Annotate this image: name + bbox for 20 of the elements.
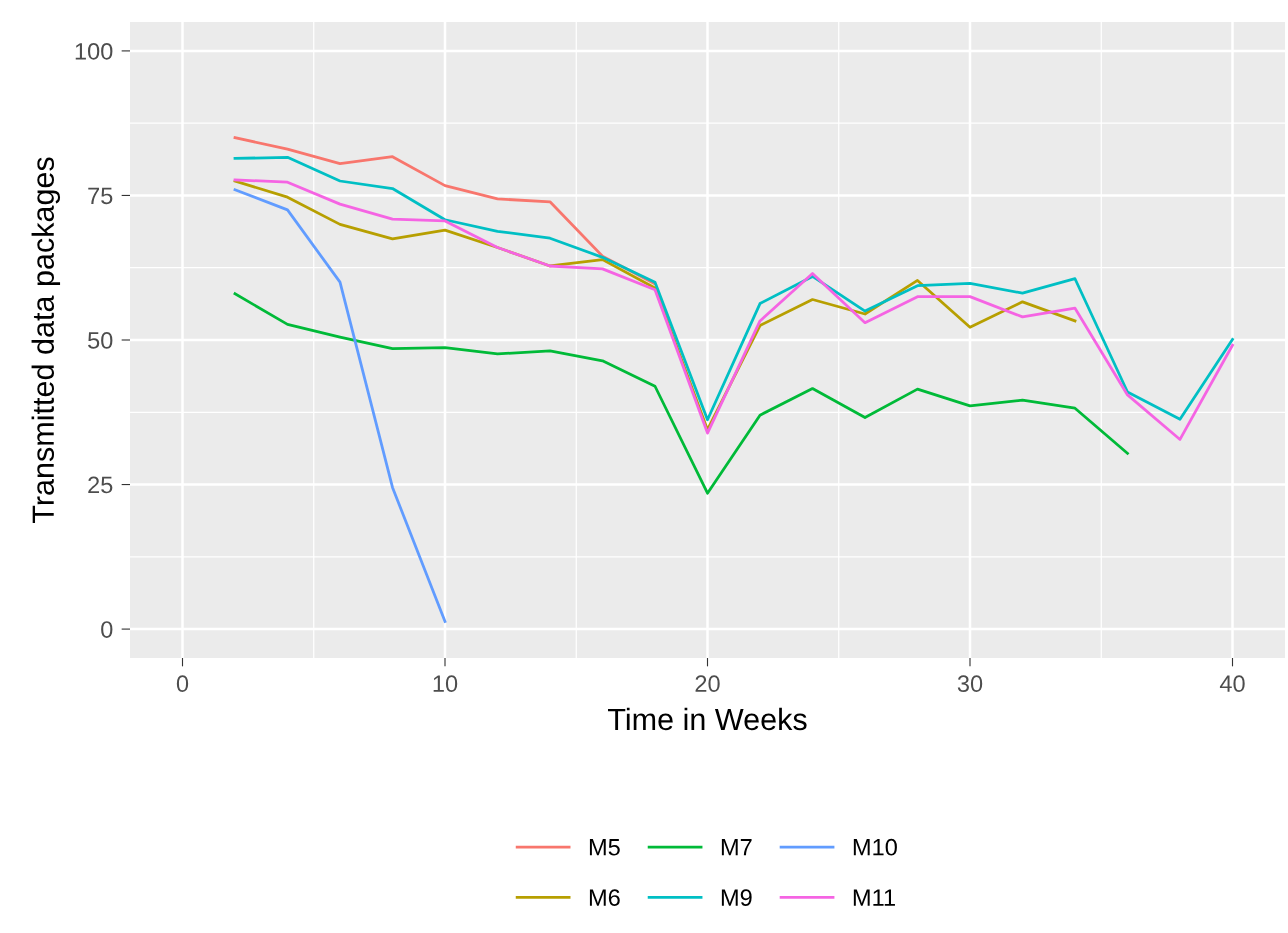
line-series — [233, 292, 1129, 495]
x-tick-label: 30 — [957, 675, 983, 693]
y-tick-label: 25 — [88, 476, 113, 494]
line-series — [233, 188, 447, 623]
y-axis-title: Transmitted data packages — [31, 157, 61, 524]
y-tick-label: 75 — [88, 187, 113, 205]
y-tick-label: 50 — [88, 332, 113, 349]
legend-label: M11 — [853, 889, 895, 906]
legend-label: M7 — [721, 839, 752, 856]
legend-label: M6 — [589, 889, 620, 906]
x-tick-label: 0 — [176, 675, 189, 693]
legend-label: M9 — [721, 889, 752, 906]
x-tick-label: 40 — [1219, 675, 1245, 693]
legend-label: M10 — [853, 838, 897, 856]
x-axis-title: Time in Weeks — [608, 707, 807, 731]
x-tick-label: 10 — [433, 675, 458, 693]
y-tick-label: 0 — [101, 621, 113, 638]
x-tick-label: 20 — [695, 675, 720, 693]
legend-label: M5 — [589, 839, 620, 856]
y-tick-label: 100 — [75, 42, 113, 60]
